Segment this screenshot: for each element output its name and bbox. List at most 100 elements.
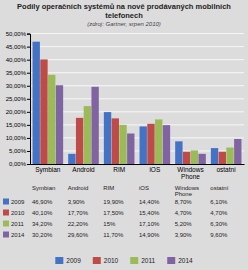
y-tick-mark <box>27 164 30 165</box>
y-tick-mark <box>27 151 30 152</box>
bar <box>140 126 147 164</box>
legend-swatch <box>93 257 101 264</box>
table-header: Android <box>68 185 89 191</box>
bar <box>155 119 162 164</box>
legend-label: 2009 <box>66 257 81 264</box>
text-line: iOS <box>139 185 149 191</box>
table-swatch <box>3 232 9 238</box>
table-row-label: 2011 <box>11 221 25 227</box>
text-line: ostatní <box>216 166 236 173</box>
bar <box>163 125 170 164</box>
y-tick-label: 50,00% <box>6 31 27 37</box>
legend-label: 2011 <box>141 257 155 264</box>
bars <box>33 42 242 164</box>
table-cell: 3,90% <box>175 232 193 238</box>
bar <box>40 59 47 164</box>
y-tick-mark <box>27 60 30 61</box>
table-cell: 4,70% <box>210 210 228 216</box>
table-cell: 22,20% <box>68 221 89 227</box>
bar <box>56 85 63 164</box>
y-tick: 50,00% <box>6 31 30 37</box>
legend: 2009 2010 2011 2014 <box>55 257 193 264</box>
y-tick-mark <box>27 34 30 35</box>
bar <box>219 152 226 164</box>
y-tick-label: 0,00% <box>9 161 27 167</box>
y-axis-line <box>27 34 31 164</box>
background <box>0 0 248 270</box>
y-tick: 15,00% <box>6 122 30 128</box>
text-line: iOS <box>149 166 161 173</box>
y-tick: 10,00% <box>6 135 30 141</box>
table-cell: 5,20% <box>175 221 193 227</box>
x-tick-label: Symbian <box>35 166 61 174</box>
table-cell: 4,70% <box>175 210 193 216</box>
table-cell: 30,20% <box>32 232 53 238</box>
legend-swatch <box>130 257 138 264</box>
y-tick: 30,00% <box>6 83 30 89</box>
y-tick-mark <box>27 138 30 139</box>
table-header: iOS <box>139 185 149 191</box>
table-cell: 6,30% <box>210 221 228 227</box>
table-cell: 9,60% <box>210 232 228 238</box>
bar <box>234 139 241 164</box>
y-tick-label: 10,00% <box>6 135 27 141</box>
text-line: telefonech <box>105 11 143 20</box>
table-cell: 19,90% <box>103 199 124 205</box>
legend-item: 2009 <box>55 257 81 264</box>
x-tick-label: WindowsPhone <box>177 166 204 180</box>
bar <box>48 75 55 164</box>
title: Podíly operačních systémů na nově prodáv… <box>17 2 231 20</box>
y-tick-label: 20,00% <box>6 109 27 115</box>
table-cell: 8,70% <box>175 199 193 205</box>
y-tick-label: 30,00% <box>6 83 27 89</box>
y-tick-mark <box>27 47 30 48</box>
y-tick: 20,00% <box>6 109 30 115</box>
legend-swatch <box>55 257 63 264</box>
bar <box>211 148 218 164</box>
legend-item: 2011 <box>130 257 155 264</box>
y-tick-label: 25,00% <box>6 96 27 102</box>
grid-line <box>30 33 244 34</box>
legend-label: 2010 <box>104 257 119 264</box>
y-tick-mark <box>27 73 30 74</box>
y-tick-label: 5,00% <box>9 148 27 154</box>
y-tick: 35,00% <box>6 70 30 76</box>
x-tick-label: Android <box>72 166 95 173</box>
table-cell: 17,50% <box>103 210 124 216</box>
grid-line <box>30 59 244 60</box>
chart: Podíly operačních systémů na nově prodáv… <box>0 0 248 270</box>
table-cell: 11,70% <box>103 232 124 238</box>
x-tick: WindowsPhone <box>177 166 204 180</box>
text-line: Phone <box>181 173 200 180</box>
x-tick: RIM <box>113 166 125 173</box>
y-tick-label: 15,00% <box>6 122 27 128</box>
y-tick-mark <box>27 112 30 113</box>
table-cell: 29,60% <box>68 232 89 238</box>
x-tick: Symbian <box>35 166 61 174</box>
table-cell: 3,90% <box>68 199 86 205</box>
y-tick-mark <box>27 99 30 100</box>
y-tick-label: 35,00% <box>6 70 27 76</box>
text-line: ostatní <box>210 185 228 191</box>
subtitle: (zdroj: Gartner, srpen 2010) <box>87 21 161 27</box>
table-header: RIM <box>103 185 114 191</box>
y-tick: 0,00% <box>9 161 30 167</box>
table-cell: 17,10% <box>139 221 160 227</box>
text-line: Phone <box>175 191 193 197</box>
legend-item: 2010 <box>93 257 119 264</box>
bar <box>147 124 154 164</box>
table-header: Symbian <box>32 185 55 191</box>
table-swatch <box>3 199 9 205</box>
x-tick: ostatní <box>216 166 236 173</box>
table-cell: 14,90% <box>139 232 160 238</box>
text-line: Android <box>72 166 95 173</box>
legend-item: 2014 <box>167 257 193 264</box>
x-tick: Android <box>72 166 95 173</box>
bar <box>183 152 190 164</box>
bar <box>84 106 91 164</box>
bar <box>104 112 111 164</box>
grid-line <box>30 72 244 73</box>
legend-label: 2014 <box>178 257 193 264</box>
table-cell: 14,40% <box>139 199 160 205</box>
y-tick: 40,00% <box>6 57 30 63</box>
